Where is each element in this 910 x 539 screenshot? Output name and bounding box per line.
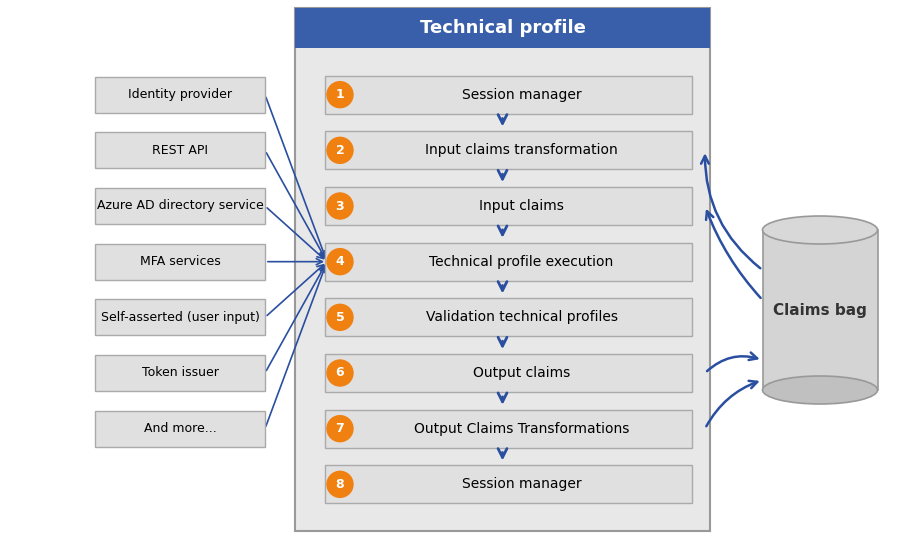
Circle shape [327, 193, 353, 219]
Text: Self-asserted (user input): Self-asserted (user input) [101, 311, 259, 324]
Text: Output Claims Transformations: Output Claims Transformations [414, 421, 629, 436]
Text: 6: 6 [336, 367, 344, 379]
FancyBboxPatch shape [325, 187, 692, 225]
Text: Validation technical profiles: Validation technical profiles [426, 310, 618, 324]
Text: Output claims: Output claims [473, 366, 571, 380]
FancyBboxPatch shape [95, 244, 265, 280]
Text: Input claims: Input claims [479, 199, 564, 213]
Text: 3: 3 [336, 199, 344, 212]
Circle shape [327, 471, 353, 497]
Text: Identity provider: Identity provider [128, 88, 232, 101]
FancyBboxPatch shape [325, 410, 692, 448]
Text: Session manager: Session manager [461, 478, 581, 492]
FancyBboxPatch shape [95, 133, 265, 168]
Text: 7: 7 [336, 422, 344, 435]
FancyBboxPatch shape [295, 8, 710, 531]
Text: 8: 8 [336, 478, 344, 491]
Circle shape [327, 305, 353, 330]
FancyBboxPatch shape [95, 77, 265, 113]
FancyBboxPatch shape [763, 230, 877, 390]
FancyBboxPatch shape [325, 243, 692, 281]
Text: Input claims transformation: Input claims transformation [425, 143, 618, 157]
Circle shape [327, 416, 353, 441]
Circle shape [327, 248, 353, 275]
Text: Azure AD directory service: Azure AD directory service [96, 199, 263, 212]
Ellipse shape [763, 376, 877, 404]
FancyBboxPatch shape [325, 465, 692, 503]
FancyBboxPatch shape [95, 355, 265, 391]
Circle shape [327, 360, 353, 386]
Circle shape [327, 82, 353, 108]
Text: 5: 5 [336, 311, 344, 324]
Text: And more...: And more... [144, 422, 217, 435]
Text: 2: 2 [336, 144, 344, 157]
Ellipse shape [763, 216, 877, 244]
Text: Token issuer: Token issuer [142, 367, 218, 379]
Text: Session manager: Session manager [461, 88, 581, 102]
Text: Claims bag: Claims bag [774, 302, 867, 317]
Text: MFA services: MFA services [139, 255, 220, 268]
Text: 1: 1 [336, 88, 344, 101]
FancyBboxPatch shape [325, 75, 692, 114]
FancyBboxPatch shape [325, 354, 692, 392]
Text: 4: 4 [336, 255, 344, 268]
FancyBboxPatch shape [325, 132, 692, 169]
FancyBboxPatch shape [95, 299, 265, 335]
Text: Technical profile: Technical profile [420, 19, 585, 37]
Text: Technical profile execution: Technical profile execution [430, 254, 613, 268]
Circle shape [327, 137, 353, 163]
FancyBboxPatch shape [95, 188, 265, 224]
FancyBboxPatch shape [325, 298, 692, 336]
FancyBboxPatch shape [95, 411, 265, 447]
Text: REST API: REST API [152, 144, 208, 157]
FancyBboxPatch shape [295, 8, 710, 48]
